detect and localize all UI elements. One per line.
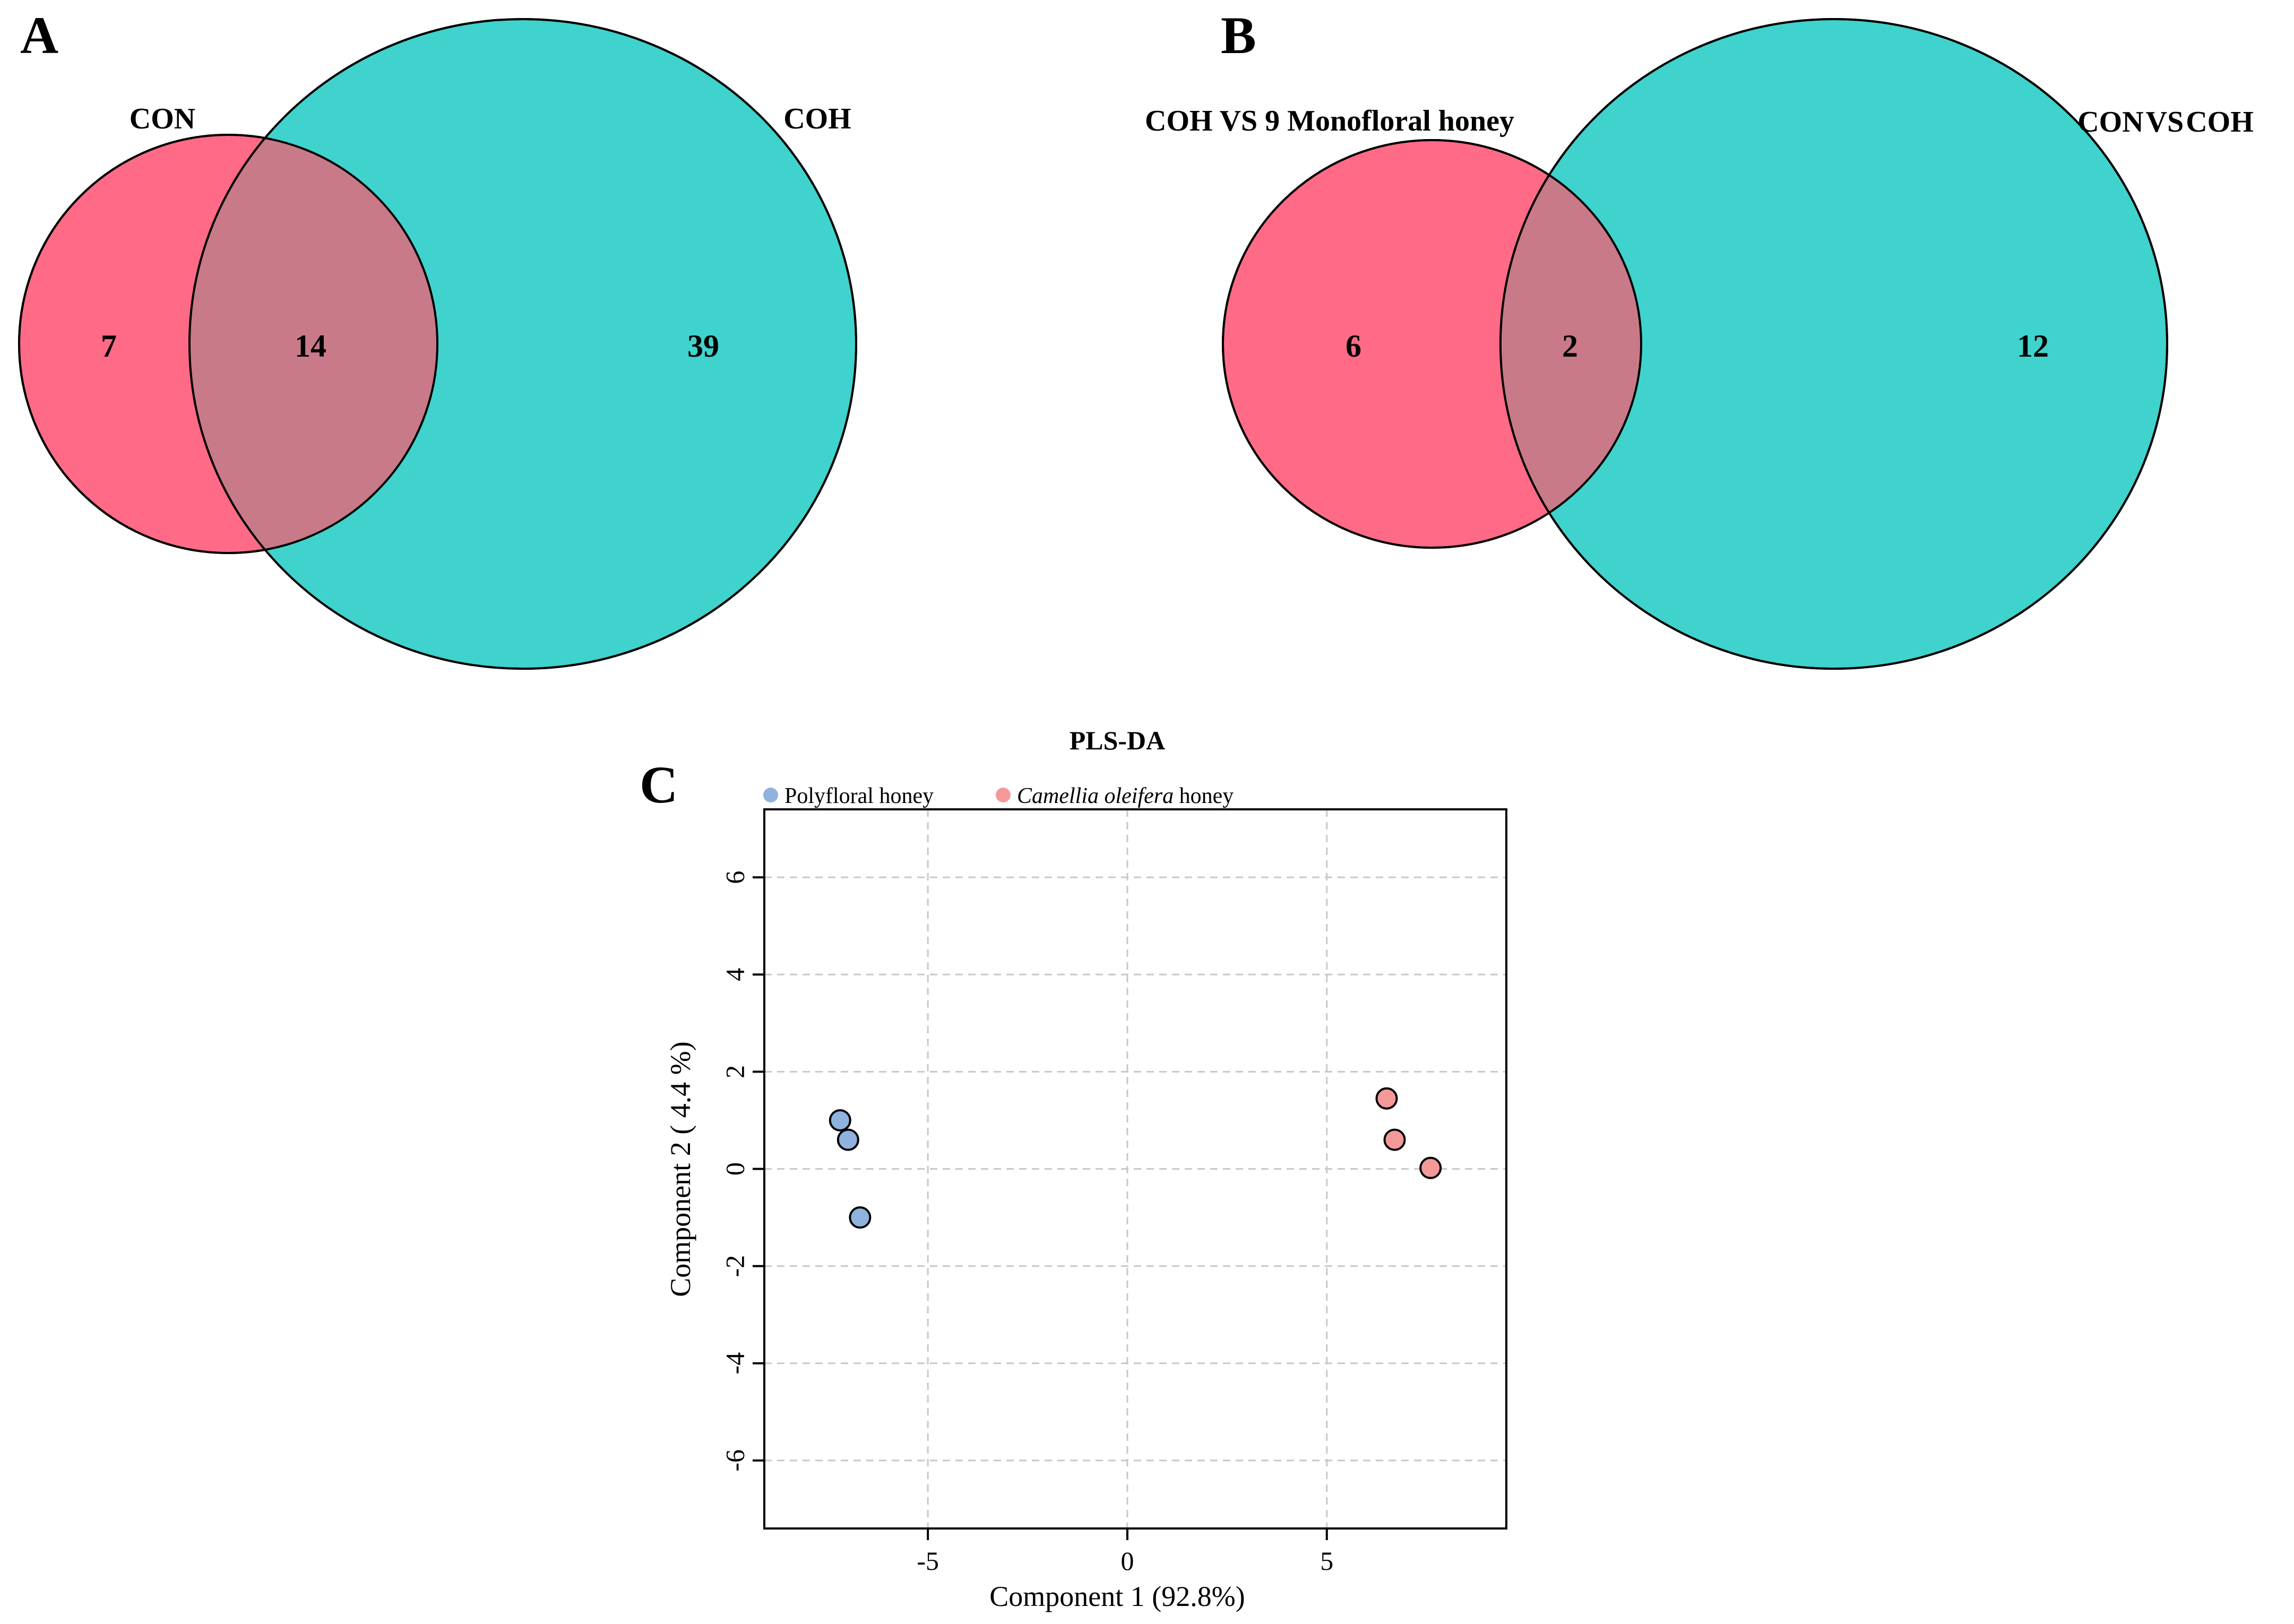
venn-b-left-count: 6: [1346, 329, 1361, 364]
legend-label-camellia: Camellia oleifera honey: [1017, 784, 1234, 808]
point-polyfloral: [836, 1128, 859, 1151]
legend-label-camellia-italic: Camellia oleifera: [1017, 784, 1174, 808]
venn-b-right-outline: [1499, 18, 2168, 670]
data-points: [829, 1087, 1442, 1229]
x-tick-label: 5: [1320, 1546, 1333, 1576]
venn-panel-b: B COH VS 9 Monofloral honey CON VS COH 6…: [1145, 6, 2254, 670]
venn-a-overlap: [189, 135, 437, 553]
point-polyfloral: [829, 1109, 851, 1131]
panel-letter-c: C: [640, 755, 678, 814]
pls-da-panel-c: C PLS-DA Polyfloral honey Camellia oleif…: [640, 725, 1507, 1612]
panel-letter-a: A: [20, 6, 58, 65]
venn-b-overlap-count: 2: [1562, 329, 1578, 364]
panel-letter-b: B: [1221, 6, 1256, 65]
x-axis-title: Component 1 (92.8%): [989, 1580, 1245, 1612]
venn-a-left-count: 7: [101, 329, 117, 364]
venn-b-right-label-vs: VS: [2146, 106, 2184, 139]
point-camellia: [1383, 1128, 1406, 1151]
y-tick-label: 0: [720, 1162, 749, 1176]
y-tick-label: 2: [720, 1065, 749, 1078]
y-tick-label: 6: [720, 871, 749, 884]
y-tick-label: -6: [720, 1449, 749, 1472]
venn-a-right-count: 39: [687, 329, 719, 364]
venn-b-right-label-pre: CON: [2077, 106, 2143, 139]
legend-marker-polyfloral: [763, 788, 778, 802]
venn-panel-a: A CON COH 7 14 39: [18, 6, 857, 670]
point-polyfloral: [849, 1206, 872, 1229]
y-axis-title: Component 2 ( 4.4 %): [665, 1041, 696, 1297]
y-tick-label: 4: [720, 968, 749, 981]
venn-b-right-label-post: COH: [2186, 106, 2254, 139]
venn-b-right-label: CON VS COH: [2077, 106, 2254, 139]
venn-a-left-label: CON: [130, 102, 195, 135]
venn-b-right-count: 12: [2017, 329, 2049, 364]
plot-title: PLS-DA: [1070, 725, 1166, 755]
legend-marker-camellia: [996, 788, 1011, 802]
legend: Polyfloral honey Camellia oleifera honey: [763, 784, 1234, 808]
venn-a-left-outline: [18, 134, 438, 554]
venn-a-right-outline: [188, 18, 857, 670]
point-camellia: [1419, 1156, 1442, 1179]
venn-b-left-outline: [1222, 139, 1642, 549]
legend-label-polyfloral: Polyfloral honey: [784, 784, 934, 808]
venn-a-right-label: COH: [783, 102, 851, 135]
y-axis: -6 -4 -2 0 2 4 6: [720, 871, 764, 1472]
x-tick-label: -5: [917, 1546, 939, 1576]
legend-label-camellia-suffix: honey: [1174, 784, 1234, 808]
venn-b-left-label: COH VS 9 Monofloral honey: [1145, 105, 1514, 137]
y-tick-label: -4: [720, 1352, 749, 1375]
x-tick-label: 0: [1120, 1546, 1134, 1576]
y-tick-label: -2: [720, 1255, 749, 1277]
x-axis: -5 0 5: [917, 1528, 1333, 1576]
venn-a-overlap-count: 14: [295, 329, 326, 364]
grid-lines: [764, 809, 1506, 1528]
point-camellia: [1375, 1087, 1398, 1110]
